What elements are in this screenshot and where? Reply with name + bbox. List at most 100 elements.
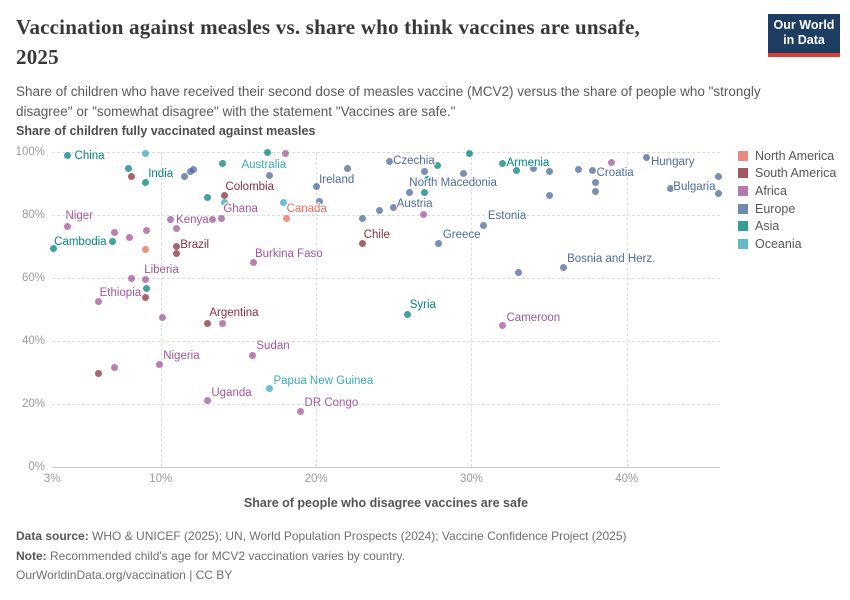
data-point-nigeria[interactable]	[155, 361, 163, 369]
data-point-africa[interactable]	[419, 210, 427, 218]
data-point-europe[interactable]	[514, 268, 522, 276]
data-point-asia[interactable]	[50, 244, 58, 252]
data-point-colombia[interactable]	[220, 191, 228, 199]
data-point-africa[interactable]	[110, 363, 118, 371]
country-label-argentina[interactable]: Argentina	[209, 307, 259, 320]
legend-item-oceania[interactable]: Oceania	[738, 235, 836, 253]
country-label-china[interactable]: China	[74, 150, 105, 163]
data-point-europe[interactable]	[460, 169, 468, 177]
data-point-africa[interactable]	[143, 226, 151, 234]
data-point-india[interactable]	[141, 179, 149, 187]
data-point-asia[interactable]	[203, 193, 211, 201]
data-point-europe[interactable]	[545, 168, 553, 176]
data-point-north-macedonia[interactable]	[405, 188, 413, 196]
data-point-europe[interactable]	[592, 179, 600, 187]
country-label-croatia[interactable]: Croatia	[596, 166, 634, 179]
data-point-cambodia[interactable]	[109, 238, 117, 246]
data-point-kenya[interactable]	[166, 216, 174, 224]
legend-item-north-america[interactable]: North America	[738, 147, 836, 165]
data-point-europe[interactable]	[545, 191, 553, 199]
country-label-india[interactable]: India	[148, 167, 174, 180]
data-point-ethiopia[interactable]	[95, 298, 103, 306]
data-point-niger[interactable]	[64, 222, 72, 230]
country-label-hungary[interactable]: Hungary	[650, 156, 695, 169]
data-point-burkina-faso[interactable]	[250, 258, 258, 266]
country-label-austria[interactable]: Austria	[396, 198, 433, 211]
country-label-chile[interactable]: Chile	[363, 228, 390, 241]
data-point-asia[interactable]	[512, 167, 520, 175]
country-label-uganda[interactable]: Uganda	[211, 386, 252, 399]
footer-url-line[interactable]: OurWorldinData.org/vaccination | CC BY	[16, 568, 233, 582]
legend-item-africa[interactable]: Africa	[738, 182, 836, 200]
data-point-croatia[interactable]	[589, 167, 597, 175]
data-point-armenia[interactable]	[499, 160, 506, 168]
data-point-bulgaria[interactable]	[666, 184, 674, 192]
country-label-sudan[interactable]: Sudan	[256, 340, 290, 353]
data-point-south-america[interactable]	[95, 369, 103, 377]
country-label-armenia[interactable]: Armenia	[506, 156, 550, 169]
country-label-liberia[interactable]: Liberia	[144, 263, 179, 276]
country-label-czechia[interactable]: Czechia	[393, 155, 435, 168]
data-point-europe[interactable]	[714, 190, 722, 198]
country-label-syria[interactable]: Syria	[409, 299, 436, 312]
data-point-australia[interactable]	[279, 198, 287, 206]
country-label-nigeria[interactable]: Nigeria	[163, 349, 200, 362]
country-label-colombia[interactable]: Colombia	[225, 181, 274, 194]
country-label-brazil[interactable]: Brazil	[180, 238, 210, 251]
data-point-asia[interactable]	[421, 189, 429, 197]
data-point-asia[interactable]	[143, 284, 151, 292]
data-point-asia[interactable]	[466, 150, 474, 158]
data-point-asia[interactable]	[264, 149, 272, 157]
data-point-europe[interactable]	[714, 173, 722, 181]
data-point-austria[interactable]	[390, 203, 398, 211]
data-point-africa[interactable]	[281, 150, 289, 158]
data-point-oceania[interactable]	[141, 150, 149, 158]
data-point-greece[interactable]	[435, 240, 443, 248]
data-point-asia[interactable]	[433, 162, 441, 170]
country-label-canada[interactable]: Canada	[286, 203, 327, 216]
data-point-argentina[interactable]	[203, 319, 211, 327]
legend-item-asia[interactable]: Asia	[738, 217, 836, 235]
legend-item-south-america[interactable]: South America	[738, 165, 836, 183]
data-point-south-america[interactable]	[172, 249, 180, 257]
country-label-australia[interactable]: Australia	[241, 159, 287, 172]
data-point-europe[interactable]	[592, 187, 600, 195]
data-point-europe[interactable]	[343, 164, 351, 172]
country-label-burkina-faso[interactable]: Burkina Faso	[254, 248, 323, 261]
country-label-ethiopia[interactable]: Ethiopia	[99, 286, 142, 299]
country-label-bulgaria[interactable]: Bulgaria	[673, 181, 716, 194]
data-point-czechia[interactable]	[385, 157, 393, 165]
data-point-africa[interactable]	[607, 158, 615, 166]
country-label-ghana[interactable]: Ghana	[223, 203, 258, 216]
data-point-uganda[interactable]	[203, 397, 211, 405]
data-point-europe[interactable]	[180, 173, 188, 181]
data-point-europe[interactable]	[530, 164, 538, 172]
country-label-bosnia-and-herz-[interactable]: Bosnia and Herz.	[567, 252, 656, 265]
data-point-estonia[interactable]	[480, 221, 488, 229]
data-point-north-america[interactable]	[141, 245, 149, 253]
data-point-europe[interactable]	[315, 197, 323, 205]
country-label-kenya[interactable]: Kenya	[176, 213, 209, 226]
country-label-papua-new-guinea[interactable]: Papua New Guinea	[273, 374, 374, 387]
country-label-niger[interactable]: Niger	[65, 210, 94, 223]
data-point-europe[interactable]	[575, 165, 583, 173]
data-point-africa[interactable]	[172, 225, 180, 233]
data-point-africa[interactable]	[127, 275, 135, 283]
data-point-south-america[interactable]	[127, 173, 135, 181]
data-point-china[interactable]	[64, 151, 72, 159]
data-point-oceania[interactable]	[220, 198, 228, 206]
data-point-south-america[interactable]	[141, 294, 149, 302]
data-point-asia[interactable]	[424, 175, 432, 183]
owid-logo[interactable]: Our World in Data	[768, 14, 840, 53]
data-point-ireland[interactable]	[312, 183, 320, 191]
data-point-dr-congo[interactable]	[297, 408, 305, 416]
country-label-dr-congo[interactable]: DR Congo	[304, 396, 359, 409]
data-point-canada[interactable]	[283, 214, 291, 222]
country-label-estonia[interactable]: Estonia	[487, 210, 527, 223]
country-label-ireland[interactable]: Ireland	[319, 173, 355, 186]
data-point-europe[interactable]	[265, 172, 273, 180]
data-point-africa[interactable]	[208, 215, 216, 223]
data-point-europe[interactable]	[189, 165, 197, 173]
legend-item-europe[interactable]: Europe	[738, 200, 836, 218]
data-point-africa[interactable]	[158, 313, 166, 321]
